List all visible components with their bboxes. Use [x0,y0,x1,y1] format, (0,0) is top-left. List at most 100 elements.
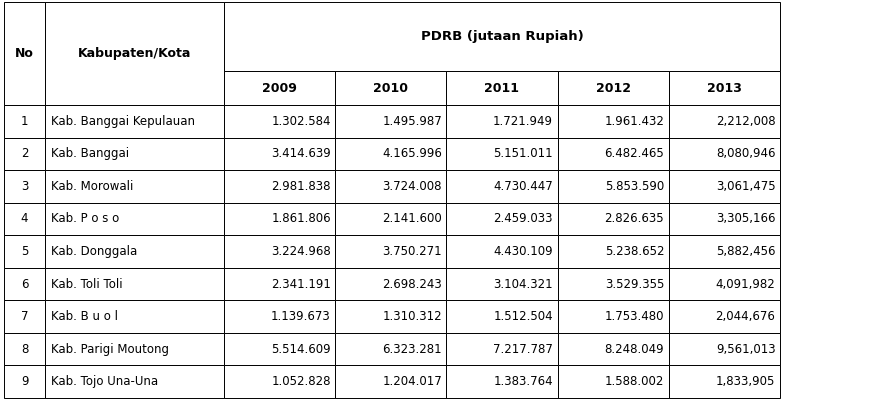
Text: 1.721.949: 1.721.949 [493,115,553,128]
Bar [558,366,668,398]
Text: 1.302.584: 1.302.584 [271,115,331,128]
Bar [335,138,446,170]
Text: 1,833,905: 1,833,905 [716,375,775,388]
Text: 3,305,166: 3,305,166 [716,212,775,226]
Bar [446,105,558,138]
Text: 2010: 2010 [373,82,408,95]
Text: 3.724.008: 3.724.008 [383,180,442,193]
Bar [45,366,224,398]
Text: 1.753.480: 1.753.480 [605,310,664,323]
Bar [668,203,780,235]
Text: 6: 6 [21,278,28,290]
Text: 7: 7 [21,310,28,323]
Text: 5: 5 [21,245,28,258]
Bar [4,170,45,203]
Bar [45,203,224,235]
Bar [558,235,668,268]
Text: 9: 9 [21,375,28,388]
Bar [224,138,335,170]
Bar [4,2,45,105]
Bar [335,268,446,300]
Text: 2013: 2013 [707,82,742,95]
Text: 5.853.590: 5.853.590 [605,180,664,193]
Bar [224,333,335,366]
Bar [224,2,780,71]
Bar [335,300,446,333]
Bar [4,366,45,398]
Bar [446,170,558,203]
Text: 6.482.465: 6.482.465 [605,147,664,160]
Text: 2.981.838: 2.981.838 [271,180,331,193]
Bar [224,170,335,203]
Text: 1.512.504: 1.512.504 [493,310,553,323]
Text: Kab. Tojo Una-Una: Kab. Tojo Una-Una [51,375,158,388]
Bar [668,170,780,203]
Text: 5.238.652: 5.238.652 [605,245,664,258]
Text: Kab. Morowali: Kab. Morowali [51,180,133,193]
Bar [224,366,335,398]
Text: 4.430.109: 4.430.109 [493,245,553,258]
Bar [45,2,224,105]
Text: 2.459.033: 2.459.033 [493,212,553,226]
Bar [335,203,446,235]
Bar [558,268,668,300]
Text: 2: 2 [21,147,28,160]
Text: Kabupaten/Kota: Kabupaten/Kota [78,47,191,60]
Text: 3.750.271: 3.750.271 [383,245,442,258]
Bar [668,268,780,300]
Bar [224,268,335,300]
Text: 9,561,013: 9,561,013 [716,343,775,356]
Text: 3,061,475: 3,061,475 [716,180,775,193]
Bar [558,71,668,105]
Bar [668,235,780,268]
Bar [446,366,558,398]
Text: 1.052.828: 1.052.828 [271,375,331,388]
Bar [45,300,224,333]
Text: 2,044,676: 2,044,676 [715,310,775,323]
Bar [446,138,558,170]
Text: Kab. P o s o: Kab. P o s o [51,212,119,226]
Bar [45,105,224,138]
Text: Kab. Donggala: Kab. Donggala [51,245,137,258]
Text: 1.310.312: 1.310.312 [383,310,442,323]
Text: 1.961.432: 1.961.432 [605,115,664,128]
Bar [558,203,668,235]
Text: 2012: 2012 [596,82,630,95]
Text: 2.826.635: 2.826.635 [605,212,664,226]
Text: 2,212,008: 2,212,008 [716,115,775,128]
Text: 6.323.281: 6.323.281 [383,343,442,356]
Bar [668,333,780,366]
Bar [4,235,45,268]
Text: 5.151.011: 5.151.011 [493,147,553,160]
Bar [335,235,446,268]
Text: 4.165.996: 4.165.996 [382,147,442,160]
Text: 8.248.049: 8.248.049 [605,343,664,356]
Bar [446,300,558,333]
Bar [45,235,224,268]
Text: 3: 3 [21,180,28,193]
Bar [446,203,558,235]
Bar [558,300,668,333]
Text: 2.698.243: 2.698.243 [382,278,442,290]
Text: 1.139.673: 1.139.673 [271,310,331,323]
Text: 4.730.447: 4.730.447 [493,180,553,193]
Bar [558,105,668,138]
Bar [45,268,224,300]
Text: 7.217.787: 7.217.787 [493,343,553,356]
Bar [558,138,668,170]
Text: Kab. Banggai Kepulauan: Kab. Banggai Kepulauan [51,115,194,128]
Bar [446,235,558,268]
Bar [224,203,335,235]
Bar [4,300,45,333]
Text: No: No [15,47,34,60]
Text: 1.495.987: 1.495.987 [382,115,442,128]
Bar [335,105,446,138]
Text: 2.141.600: 2.141.600 [382,212,442,226]
Bar [558,170,668,203]
Text: 1.588.002: 1.588.002 [605,375,664,388]
Text: Kab. Parigi Moutong: Kab. Parigi Moutong [51,343,169,356]
Text: Kab. B u o l: Kab. B u o l [51,310,118,323]
Bar [335,170,446,203]
Text: 8: 8 [21,343,28,356]
Text: PDRB (jutaan Rupiah): PDRB (jutaan Rupiah) [421,30,583,43]
